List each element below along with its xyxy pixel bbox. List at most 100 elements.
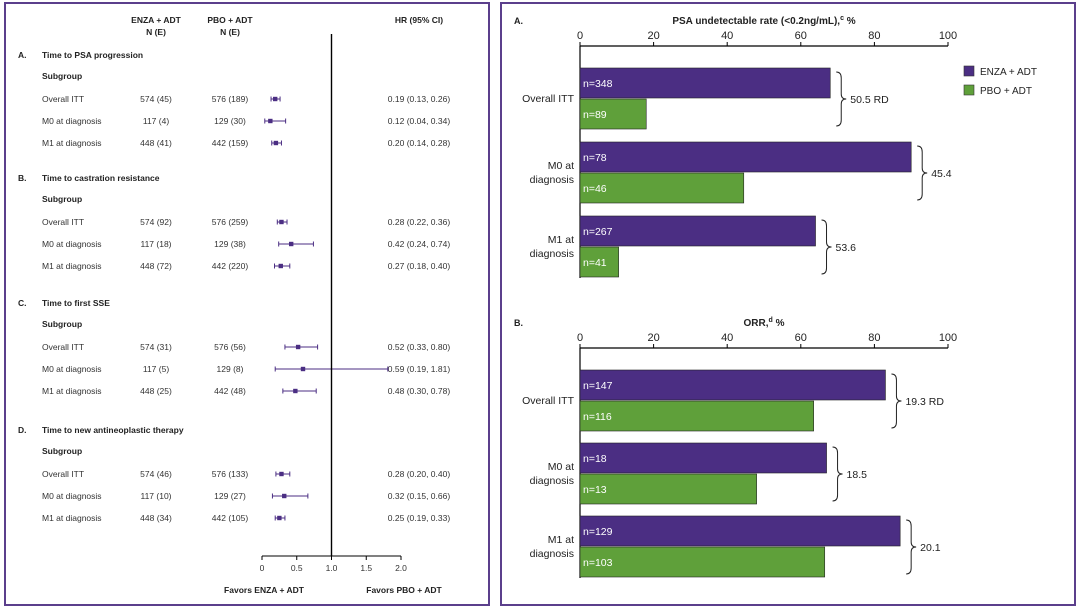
- chart-title-text: PSA undetectable rate (<0.2ng/mL),: [672, 16, 840, 27]
- forest-section: C. Time to first SSE Subgroup Overall ITT 57…: [18, 298, 450, 396]
- favors-enza-label: Favors ENZA + ADT: [224, 585, 305, 595]
- row-pbo-n: 129 (38): [214, 239, 246, 249]
- bar-n-label-enza: n=147: [583, 380, 613, 392]
- row-enza-n: 574 (31): [140, 342, 172, 352]
- row-hr-ci: 0.48 (0.30, 0.78): [388, 386, 451, 396]
- hr-point: [279, 471, 284, 477]
- bar-n-label-enza: n=348: [583, 78, 613, 90]
- section-letter: D.: [18, 425, 27, 435]
- hr-point: [268, 118, 273, 124]
- bar-tick-label: 100: [939, 332, 957, 344]
- bar-chart: B. ORR,d % 0 20 40 60 80 100 Overall ITT n=147 n=1…: [514, 317, 957, 578]
- category-label: M1 at: [548, 534, 574, 546]
- bar-n-label-pbo: n=41: [583, 257, 607, 269]
- difference-label: 19.3 RD: [905, 396, 944, 408]
- row-hr-ci: 0.20 (0.14, 0.28): [388, 138, 451, 148]
- section-title: Time to first SSE: [42, 298, 110, 308]
- row-label: M1 at diagnosis: [42, 138, 102, 148]
- row-hr-ci: 0.52 (0.33, 0.80): [388, 342, 451, 352]
- row-label: M0 at diagnosis: [42, 116, 102, 126]
- forest-section: A. Time to PSA progression Subgroup Overall…: [18, 50, 450, 148]
- hr-point: [288, 241, 294, 247]
- difference-label: 53.6: [836, 242, 857, 254]
- bar-group: M1 at diagnosis n=129 n=103 20.1: [530, 515, 941, 578]
- legend-swatch: [963, 65, 975, 77]
- row-pbo-n: 129 (8): [217, 364, 244, 374]
- difference-brace: [821, 219, 832, 275]
- section-letter: C.: [18, 298, 27, 308]
- row-enza-n: 117 (4): [143, 116, 169, 126]
- hr-point: [273, 96, 278, 102]
- row-pbo-n: 442 (159): [212, 138, 249, 148]
- row-label: M0 at diagnosis: [42, 491, 102, 501]
- category-label: M0 at: [548, 461, 574, 473]
- hr-point: [295, 344, 301, 350]
- row-pbo-n: 442 (48): [214, 386, 246, 396]
- bar-tick-label: 80: [868, 332, 880, 344]
- row-pbo-n: 129 (27): [214, 491, 246, 501]
- difference-label: 20.1: [920, 542, 941, 554]
- difference-brace: [891, 373, 902, 429]
- legend-label: ENZA + ADT: [980, 67, 1037, 78]
- chart-letter: B.: [514, 318, 523, 328]
- bar-pbo: [579, 172, 745, 204]
- bar-tick-label: 20: [647, 30, 659, 42]
- row-label: M1 at diagnosis: [42, 261, 102, 271]
- hr-point: [273, 140, 279, 146]
- section-title: Time to PSA progression: [42, 50, 143, 60]
- bar-chart: A. PSA undetectable rate (<0.2ng/mL),c % 0…: [514, 15, 957, 278]
- row-label: Overall ITT: [42, 217, 84, 227]
- row-enza-n: 117 (18): [140, 239, 171, 249]
- bar-n-label-enza: n=78: [583, 152, 607, 164]
- row-pbo-n: 576 (56): [214, 342, 246, 352]
- bar-tick-label: 40: [721, 30, 733, 42]
- subgroup-label: Subgroup: [42, 194, 82, 204]
- bar-group: Overall ITT n=147 n=116 19.3 RD: [522, 369, 944, 432]
- hr-point: [300, 366, 306, 372]
- forest-tick-label: 1.5: [360, 563, 372, 573]
- row-pbo-n: 442 (220): [212, 261, 249, 271]
- bar-tick-label: 20: [647, 332, 659, 344]
- bar-enza: [579, 515, 901, 547]
- forest-plot: ENZA + ADT N (E) PBO + ADT N (E) HR (95% CI)…: [18, 15, 450, 595]
- bar-group: M1 at diagnosis n=267 n=41 53.6: [530, 215, 857, 278]
- difference-brace: [906, 519, 917, 575]
- chart-title-unit: %: [844, 16, 856, 27]
- section-title: Time to castration resistance: [42, 173, 160, 183]
- difference-label: 45.4: [931, 168, 952, 180]
- chart-title-sup: d: [769, 317, 773, 324]
- bar-enza: [579, 442, 827, 474]
- bar-enza: [579, 369, 886, 401]
- bar-n-label-pbo: n=89: [583, 109, 607, 121]
- row-enza-n: 117 (10): [140, 491, 171, 501]
- bar-n-label-pbo: n=46: [583, 183, 607, 195]
- category-label: diagnosis: [530, 548, 574, 560]
- row-enza-n: 574 (92): [140, 217, 172, 227]
- chart-title: PSA undetectable rate (<0.2ng/mL),c %: [672, 15, 855, 27]
- category-label: Overall ITT: [522, 395, 575, 407]
- legend-label: PBO + ADT: [980, 86, 1032, 97]
- category-label: Overall ITT: [522, 93, 575, 105]
- row-hr-ci: 0.28 (0.20, 0.40): [388, 469, 451, 479]
- hr-point: [277, 515, 282, 521]
- bar-pbo: [579, 400, 814, 432]
- bar-tick-label: 100: [939, 30, 957, 42]
- chart-letter: A.: [514, 16, 523, 26]
- row-hr-ci: 0.12 (0.04, 0.34): [388, 116, 451, 126]
- hr-point: [282, 493, 287, 499]
- row-label: Overall ITT: [42, 469, 84, 479]
- row-label: M0 at diagnosis: [42, 239, 102, 249]
- subgroup-label: Subgroup: [42, 71, 82, 81]
- difference-brace: [832, 446, 843, 502]
- row-pbo-n: 442 (105): [212, 513, 249, 523]
- row-label: M0 at diagnosis: [42, 364, 102, 374]
- forest-section: D. Time to new antineoplastic therapy Subg…: [18, 425, 450, 523]
- row-enza-n: 448 (41): [140, 138, 172, 148]
- favors-pbo-label: Favors PBO + ADT: [366, 585, 442, 595]
- col-header-enza-n: N (E): [146, 27, 166, 37]
- row-enza-n: 448 (25): [140, 386, 172, 396]
- bar-enza: [579, 67, 831, 99]
- bar-n-label-enza: n=129: [583, 526, 613, 538]
- bar-pbo: [579, 246, 619, 278]
- col-header-hr: HR (95% CI): [395, 15, 443, 25]
